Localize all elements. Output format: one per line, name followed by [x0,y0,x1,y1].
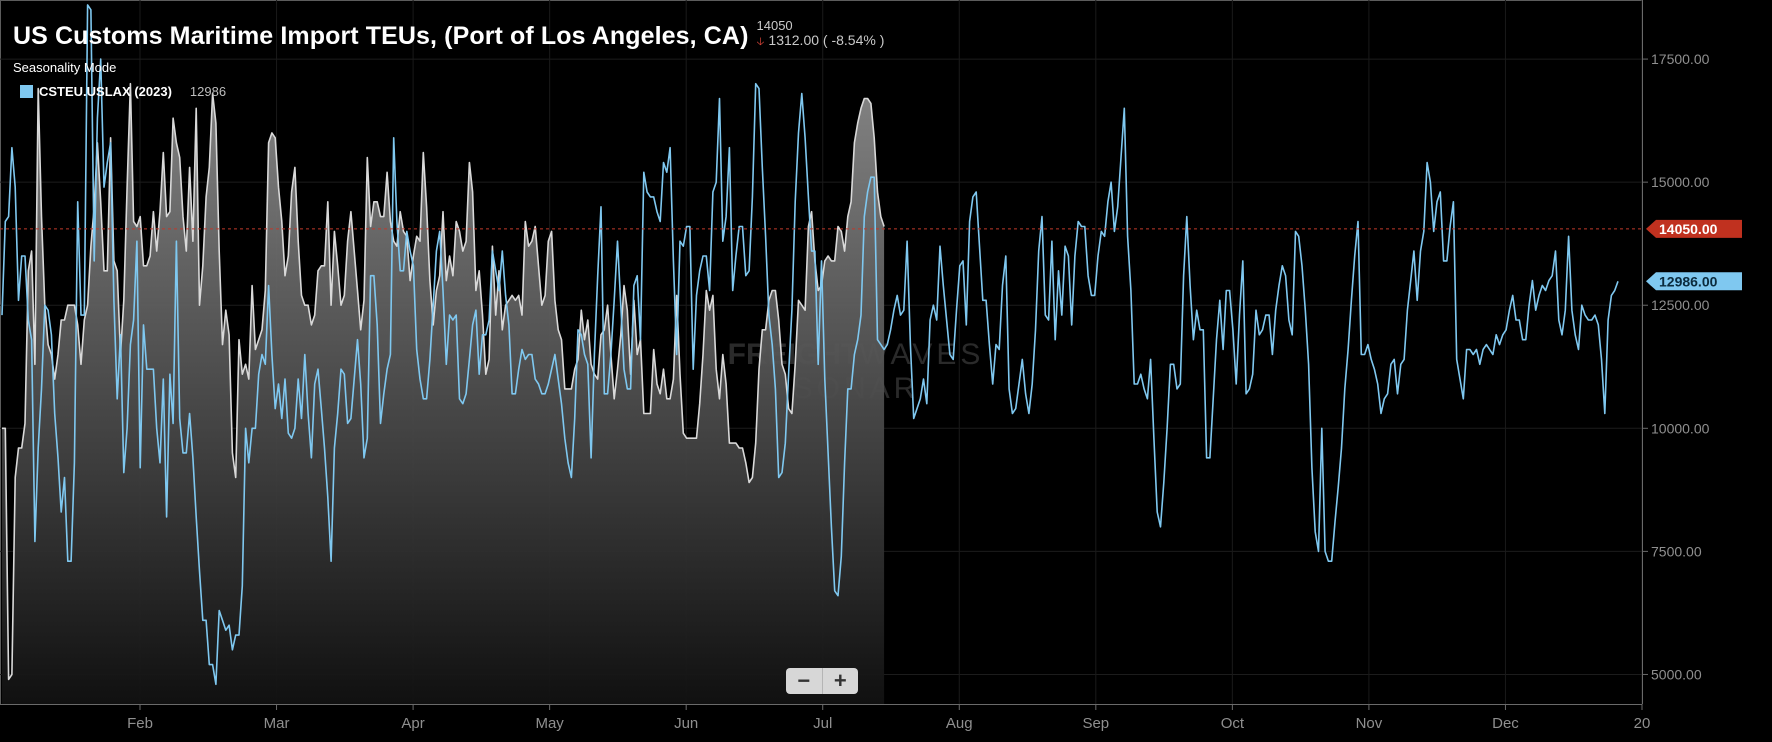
down-arrow-icon: 🡣 [756,36,765,48]
price-tags: 14050.00 12986.00 [1646,219,1742,291]
x-tick-label: Aug [946,715,973,732]
y-tick-label: 5000.00 [1651,666,1702,682]
current-value-tag-text: 12986.00 [1659,273,1718,289]
current-value-tag: 12986.00 [1646,272,1742,291]
change-line: 🡣 1312.00 ( -8.54% ) [757,32,885,52]
legend-series-value: 12986 [189,84,227,99]
x-tick-label: Jul [813,715,832,732]
zoom-in-button[interactable]: + [821,668,859,694]
x-tick-label: Oct [1221,715,1245,732]
x-tick-label: Apr [401,715,424,732]
reference-value-tag: 14050.00 [1646,219,1742,238]
zoom-control: − + [786,668,858,694]
reference-value-tag-text: 14050.00 [1659,221,1718,237]
x-tick-label: Jun [674,715,698,732]
seasonality-mode-label: Seasonality Mode [13,60,117,75]
prior-year-line [2,82,885,681]
change-text: 1312.00 ( -8.54% ) [768,32,885,48]
legend-series-name: CSTEU.USLAX (2023) [39,84,172,99]
legend-swatch [20,85,33,98]
x-tick-label: Nov [1356,715,1383,732]
current-value-tag-shape [1646,272,1742,291]
chart-header: US Customs Maritime Import TEUs, (Port o… [13,18,917,62]
prior-year-area-fill [2,83,885,704]
zoom-out-button[interactable]: − [797,668,811,693]
current-year-line-series [1,4,1619,686]
chart-title: US Customs Maritime Import TEUs, (Port o… [13,22,749,50]
x-tick-label: May [535,715,564,732]
reference-value-tag-shape [1646,219,1742,238]
x-tick-label: Feb [127,715,153,732]
y-tick-label: 12500.00 [1651,297,1710,313]
prior-year-area-series [2,82,885,704]
y-axis: 17500.00 15000.00 12500.00 10000.00 7500.00 5… [1642,51,1710,682]
x-tick-label: Mar [264,715,290,732]
last-value: 14050 [756,18,793,33]
y-tick-label: 10000.00 [1651,420,1710,436]
x-axis: Feb Mar Apr May Jun Jul Aug Sep Oct Nov Dec 20 [127,704,1650,732]
y-tick-label: 7500.00 [1651,543,1702,559]
change-box: 14050 🡣 1312.00 ( -8.54% ) [757,18,917,62]
current-year-line [1,4,1619,686]
legend-item[interactable]: CSTEU.USLAX (2023) 12986 [20,84,226,99]
x-tick-label: Dec [1492,715,1519,732]
x-tick-label: Sep [1082,715,1109,732]
y-tick-label: 17500.00 [1651,51,1710,67]
y-tick-label: 15000.00 [1651,174,1710,190]
x-tick-label: 20 [1634,715,1651,732]
